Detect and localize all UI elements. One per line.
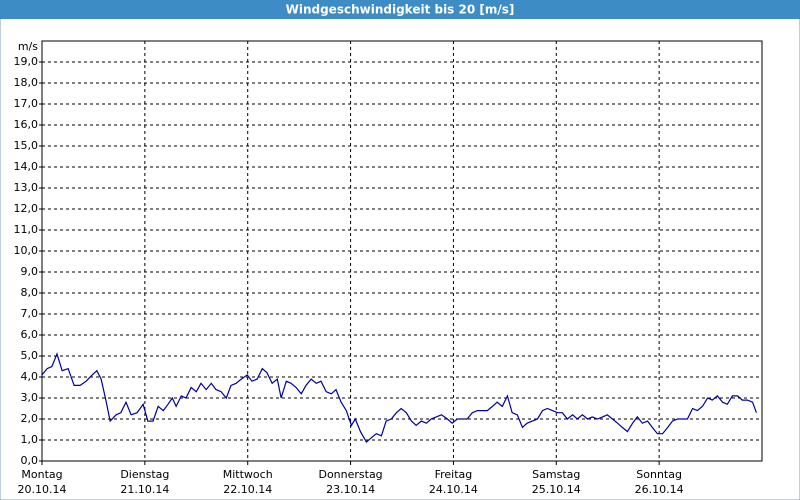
y-tick-label: 19,0 [14, 55, 39, 68]
x-tick-label: Sonntag [636, 468, 682, 481]
chart-title: Windgeschwindigkeit bis 20 [m/s] [286, 3, 515, 17]
y-tick-label: 15,0 [14, 139, 39, 152]
x-tick-label: Donnerstag [318, 468, 382, 481]
x-tick-label: Mittwoch [223, 468, 273, 481]
y-tick-label: 16,0 [14, 118, 39, 131]
title-bar [0, 0, 800, 19]
y-tick-label: 4,0 [21, 370, 39, 383]
y-tick-label: 6,0 [21, 328, 39, 341]
y-tick-label: 0,0 [21, 454, 39, 467]
y-tick-label: 8,0 [21, 286, 39, 299]
y-tick-label: 12,0 [14, 202, 39, 215]
y-tick-label: 1,0 [21, 433, 39, 446]
x-tick-date: 25.10.14 [532, 483, 581, 496]
y-tick-label: 17,0 [14, 97, 39, 110]
data-line [41, 352, 757, 444]
x-tick-date: 26.10.14 [635, 483, 684, 496]
plot-border [41, 40, 763, 462]
y-tick-label: 9,0 [21, 265, 39, 278]
y-tick-label: 14,0 [14, 160, 39, 173]
y-tick-label: 7,0 [21, 307, 39, 320]
x-tick-date: 24.10.14 [429, 483, 478, 496]
y-tick-label: 13,0 [14, 181, 39, 194]
x-tick-label: Montag [21, 468, 62, 481]
x-tick-date: 22.10.14 [223, 483, 272, 496]
x-tick-label: Freitag [435, 468, 473, 481]
x-tick-date: 21.10.14 [120, 483, 169, 496]
y-tick-label: 3,0 [21, 391, 39, 404]
x-tick-date: 23.10.14 [326, 483, 375, 496]
y-tick-label: 10,0 [14, 244, 39, 257]
x-tick-label: Samstag [532, 468, 580, 481]
x-tick-label: Dienstag [120, 468, 169, 481]
y-unit: m/s [18, 40, 38, 53]
y-tick-label: 11,0 [14, 223, 39, 236]
y-tick-label: 2,0 [21, 412, 39, 425]
y-tick-label: 18,0 [14, 76, 39, 89]
y-tick-label: 5,0 [21, 349, 39, 362]
x-tick-date: 20.10.14 [18, 483, 67, 496]
